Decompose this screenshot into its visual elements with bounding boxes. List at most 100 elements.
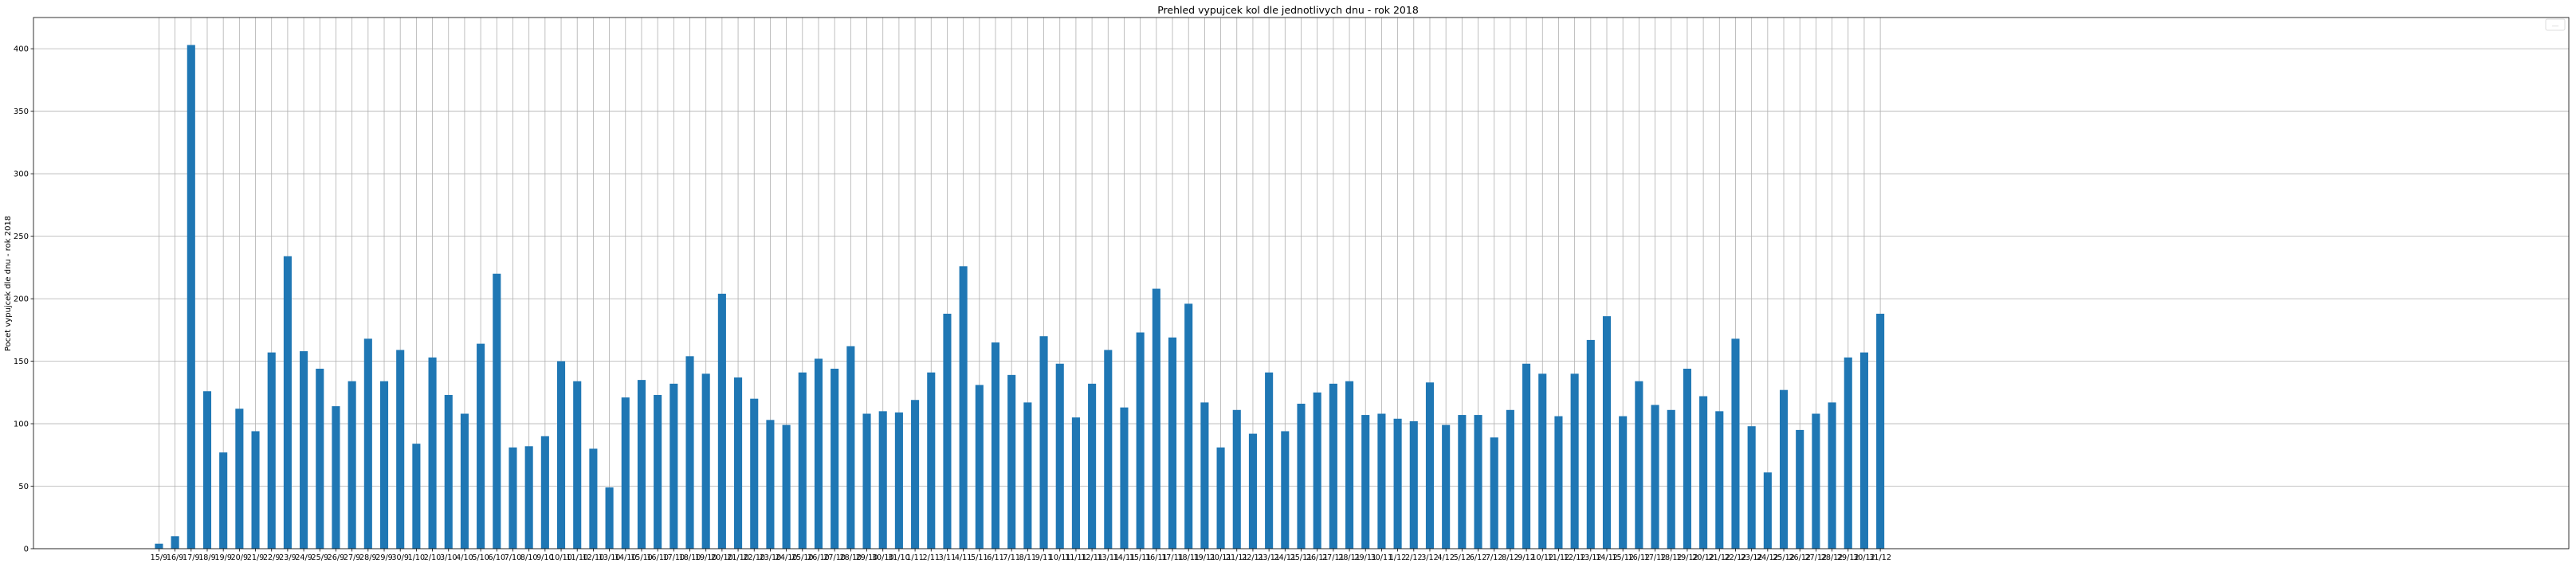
- bar: [1184, 303, 1193, 549]
- bar: [267, 352, 276, 549]
- x-tick-label: 17/9: [183, 553, 200, 562]
- x-tick-label: 22/11: [1242, 553, 1264, 562]
- y-tick-label: 400: [14, 45, 29, 54]
- bar: [1538, 373, 1547, 549]
- x-tick-label: 12/12: [1564, 553, 1586, 562]
- x-tick-label: 21/12: [1708, 553, 1730, 562]
- x-tick-label: 9/12: [1518, 553, 1535, 562]
- bar: [1458, 415, 1467, 549]
- x-tick-label: 31/10: [888, 553, 910, 562]
- bar: [1152, 288, 1160, 549]
- bar: [300, 351, 308, 549]
- legend: —: [2545, 18, 2566, 31]
- bar: [734, 377, 743, 549]
- bar: [1859, 352, 1868, 549]
- y-tick-label: 0: [24, 545, 29, 554]
- x-tick-label: 6/12: [1470, 553, 1487, 562]
- bar: [1216, 447, 1225, 549]
- x-tick-label: 13/11: [1097, 553, 1119, 562]
- bar: [460, 413, 469, 549]
- bar: [975, 385, 984, 549]
- x-tick-label: 4/10: [456, 553, 473, 562]
- y-tick-label: 50: [18, 483, 29, 491]
- plot-frame: [33, 17, 2570, 549]
- x-tick-label: 5/10: [472, 553, 489, 562]
- bars: [155, 45, 1885, 549]
- x-tick-label: 13/12: [1580, 553, 1602, 562]
- x-tick-label: 24/9: [295, 553, 312, 562]
- bar: [605, 487, 614, 549]
- x-tick-label: 2/12: [1405, 553, 1423, 562]
- bar: [1039, 336, 1048, 549]
- x-tick-label: 1/10: [408, 553, 426, 562]
- x-tick-label: 21/11: [1226, 553, 1248, 562]
- bar: [283, 256, 292, 549]
- bar: [332, 406, 340, 549]
- bar: [1442, 424, 1451, 549]
- bar: [1265, 372, 1274, 549]
- bar: [1393, 418, 1402, 549]
- bar: [1683, 369, 1691, 549]
- x-tick-label: 26/11: [1306, 553, 1329, 562]
- y-tick-label: 350: [14, 108, 29, 116]
- bar: [814, 358, 823, 549]
- bar: [202, 391, 212, 549]
- x-tick-label: 30/11: [1371, 553, 1393, 562]
- x-tick-label: 17/11: [1161, 553, 1184, 562]
- x-tick-label: 15/12: [1612, 553, 1634, 562]
- bar: [1812, 413, 1820, 549]
- x-tick-label: 10/10: [550, 553, 572, 562]
- x-tick-label: 8/10: [520, 553, 538, 562]
- x-tick-label: 18/12: [1660, 553, 1683, 562]
- x-tick-label: 20/10: [711, 553, 733, 562]
- x-tick-label: 28/11: [1338, 553, 1361, 562]
- x-tick-label: 27/10: [823, 553, 846, 562]
- bar: [1200, 402, 1209, 549]
- x-tick-label: 7/11: [1003, 553, 1020, 562]
- bar: [379, 381, 389, 549]
- x-tick-label: 22/12: [1725, 553, 1747, 562]
- bar: [1522, 363, 1531, 549]
- x-tick-label: 7/10: [505, 553, 522, 562]
- x-tick-label: 19/12: [1676, 553, 1698, 562]
- x-tick-label: 4/11: [955, 553, 972, 562]
- bar: [1297, 403, 1306, 549]
- bar: [1281, 431, 1290, 549]
- x-tick-label: 31/12: [1869, 553, 1891, 562]
- bar: [1554, 416, 1563, 549]
- x-tick-label: 2/10: [424, 553, 442, 562]
- chart-title: Prehled vypujcek kol dle jednotlivych dn…: [1157, 4, 1419, 16]
- bar: [1635, 381, 1643, 549]
- bar: [878, 411, 887, 549]
- axes: 0 50 100 150 200 250 300 350 400 15/916/917/918/9…: [14, 17, 2570, 562]
- x-tick-label: 6/11: [987, 553, 1004, 562]
- bar: [1651, 405, 1659, 549]
- bar: [1490, 437, 1498, 549]
- bar: [637, 380, 646, 549]
- bar: [846, 346, 855, 549]
- bar: [862, 413, 871, 549]
- bar: [1329, 383, 1337, 549]
- y-tick-label: 300: [14, 170, 29, 179]
- bar: [171, 536, 179, 549]
- bar: [701, 373, 710, 549]
- x-tick-label: 4/12: [1437, 553, 1455, 562]
- x-tick-label: 19/9: [214, 553, 232, 562]
- x-tick-label: 8/11: [1019, 553, 1037, 562]
- x-tick-label: 3/12: [1421, 553, 1439, 562]
- bar: [493, 273, 501, 549]
- x-tick-label: 19/11: [1194, 553, 1216, 562]
- bar: [766, 420, 775, 549]
- bar: [428, 357, 437, 549]
- legend-label: —: [2552, 22, 2559, 30]
- x-tick-label: 30/12: [1853, 553, 1875, 562]
- bar: [1699, 396, 1708, 549]
- x-tick-label: 22/10: [743, 553, 765, 562]
- x-tick-label: 1/11: [906, 553, 924, 562]
- bar: [1747, 426, 1756, 549]
- bar: [1828, 402, 1836, 549]
- x-tick-label: 25/12: [1773, 553, 1795, 562]
- x-tick-label: 26/12: [1789, 553, 1811, 562]
- bar: [251, 431, 260, 549]
